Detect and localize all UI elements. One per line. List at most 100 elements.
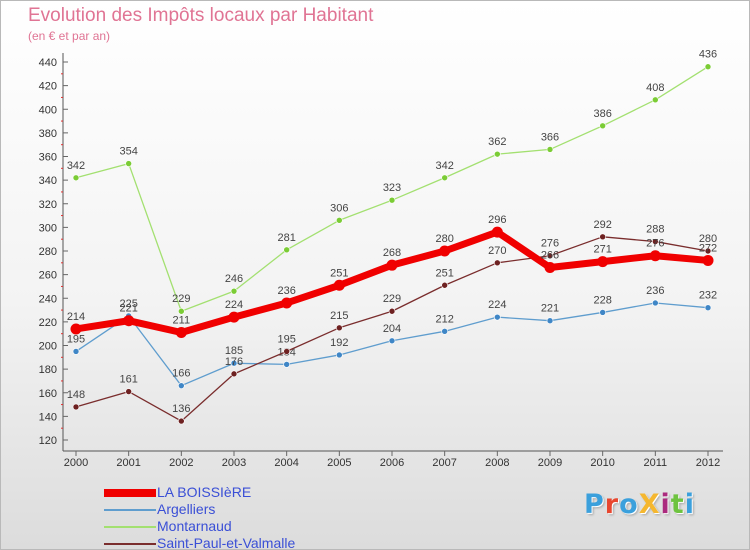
- data-point-la-boissi-re: [386, 259, 398, 271]
- y-tick-label: 140: [39, 411, 57, 423]
- data-label-montarnaud: 354: [119, 146, 137, 158]
- y-tick-label: 260: [39, 270, 57, 282]
- y-tick-label: 320: [39, 199, 57, 211]
- data-point-montarnaud: [704, 63, 712, 71]
- data-label-montarnaud: 436: [699, 49, 717, 61]
- x-tick-label: 2008: [485, 457, 509, 469]
- data-point-la-boissi-re: [597, 256, 609, 268]
- legend-swatch: [104, 526, 156, 528]
- data-label-argelliers: 236: [646, 285, 664, 297]
- data-label-la-boissi-re: 214: [67, 311, 85, 323]
- x-tick-label: 2005: [327, 457, 351, 469]
- y-tick-label: 280: [39, 246, 57, 258]
- data-label-montarnaud: 342: [435, 160, 453, 172]
- y-tick-label: 120: [39, 435, 57, 447]
- data-point-la-boissi-re: [439, 245, 451, 257]
- y-tick-label: 240: [39, 293, 57, 305]
- y-tick-label: 360: [39, 152, 57, 164]
- data-label-saint-paul-et-valmalle: 148: [67, 389, 85, 401]
- data-point-montarnaud: [72, 174, 80, 182]
- data-label-la-boissi-re: 266: [541, 250, 559, 262]
- data-point-argelliers: [388, 337, 396, 345]
- x-tick-label: 2003: [222, 457, 246, 469]
- legend-swatch: [104, 489, 156, 497]
- legend-label: Montarnaud: [157, 518, 232, 534]
- logo-letter: X: [638, 489, 661, 520]
- data-label-saint-paul-et-valmalle: 215: [330, 310, 348, 322]
- y-tick-label: 220: [39, 317, 57, 329]
- logo-letter: P: [584, 489, 605, 520]
- data-point-montarnaud: [546, 146, 554, 153]
- y-tick-label: 300: [39, 222, 57, 234]
- data-label-la-boissi-re: 272: [699, 242, 717, 254]
- data-label-saint-paul-et-valmalle: 229: [383, 293, 401, 305]
- data-label-montarnaud: 229: [172, 293, 190, 305]
- x-tick-label: 2004: [274, 457, 298, 469]
- data-point-saint-paul-et-valmalle: [230, 370, 238, 378]
- x-tick-label: 2001: [116, 457, 140, 469]
- data-point-argelliers: [441, 328, 448, 335]
- data-label-argelliers: 232: [699, 290, 717, 302]
- data-point-saint-paul-et-valmalle: [704, 247, 712, 255]
- legend-swatch: [104, 543, 156, 545]
- logo-letter: t: [670, 489, 685, 520]
- x-tick-label: 2012: [696, 457, 720, 469]
- data-point-montarnaud: [125, 160, 132, 167]
- data-point-argelliers: [704, 304, 712, 312]
- data-point-montarnaud: [494, 150, 501, 158]
- x-tick-label: 2006: [380, 457, 404, 469]
- proxiti-logo: ProXiti: [584, 489, 695, 520]
- data-label-saint-paul-et-valmalle: 195: [277, 333, 295, 345]
- data-label-saint-paul-et-valmalle: 288: [646, 224, 664, 236]
- logo-letter: o: [619, 489, 639, 520]
- data-label-argelliers: 225: [119, 298, 137, 310]
- y-tick-label: 440: [39, 57, 57, 69]
- data-label-saint-paul-et-valmalle: 136: [172, 403, 190, 415]
- legend-label: Argelliers: [157, 501, 216, 517]
- data-point-la-boissi-re: [702, 254, 714, 266]
- data-label-montarnaud: 342: [67, 160, 85, 172]
- data-label-montarnaud: 386: [593, 108, 611, 120]
- data-point-montarnaud: [388, 196, 396, 204]
- data-label-saint-paul-et-valmalle: 251: [435, 267, 453, 279]
- data-label-la-boissi-re: 221: [119, 303, 137, 315]
- data-point-saint-paul-et-valmalle: [336, 324, 343, 332]
- data-label-argelliers: 195: [67, 333, 85, 345]
- data-point-argelliers: [599, 309, 606, 316]
- x-tick-label: 2007: [432, 457, 456, 469]
- data-point-saint-paul-et-valmalle: [388, 307, 396, 315]
- data-label-la-boissi-re: 296: [488, 214, 506, 226]
- data-label-saint-paul-et-valmalle: 276: [541, 238, 559, 250]
- data-label-argelliers: 185: [225, 345, 243, 357]
- data-label-la-boissi-re: 224: [225, 299, 243, 311]
- legend-label: LA BOISSIèRE: [157, 484, 252, 500]
- x-tick-label: 2000: [64, 457, 88, 469]
- data-point-argelliers: [72, 348, 80, 355]
- data-label-montarnaud: 362: [488, 136, 506, 148]
- data-point-argelliers: [494, 313, 501, 321]
- data-label-la-boissi-re: 280: [435, 233, 453, 245]
- y-tick-label: 180: [39, 364, 57, 376]
- y-tick-label: 200: [39, 341, 57, 353]
- data-label-argelliers: 221: [541, 303, 559, 315]
- y-tick-label: 420: [39, 81, 57, 93]
- data-label-la-boissi-re: 276: [646, 238, 664, 250]
- data-point-saint-paul-et-valmalle: [652, 238, 659, 245]
- data-label-montarnaud: 306: [330, 202, 348, 214]
- data-point-montarnaud: [283, 246, 290, 254]
- data-label-saint-paul-et-valmalle: 292: [593, 219, 611, 231]
- data-point-argelliers: [283, 361, 290, 368]
- data-point-la-boissi-re: [544, 262, 556, 274]
- data-label-montarnaud: 281: [277, 232, 295, 244]
- data-point-montarnaud: [441, 174, 448, 182]
- data-label-saint-paul-et-valmalle: 161: [119, 374, 137, 386]
- chart-title: Evolution des Impôts locaux par Habitant: [28, 5, 374, 26]
- data-point-la-boissi-re: [123, 315, 135, 327]
- logo-letter: i: [660, 489, 671, 520]
- data-label-montarnaud: 366: [541, 131, 559, 143]
- logo-letter: r: [604, 489, 620, 520]
- data-point-saint-paul-et-valmalle: [178, 417, 185, 425]
- x-tick-label: 2011: [644, 457, 668, 469]
- data-point-argelliers: [178, 382, 185, 389]
